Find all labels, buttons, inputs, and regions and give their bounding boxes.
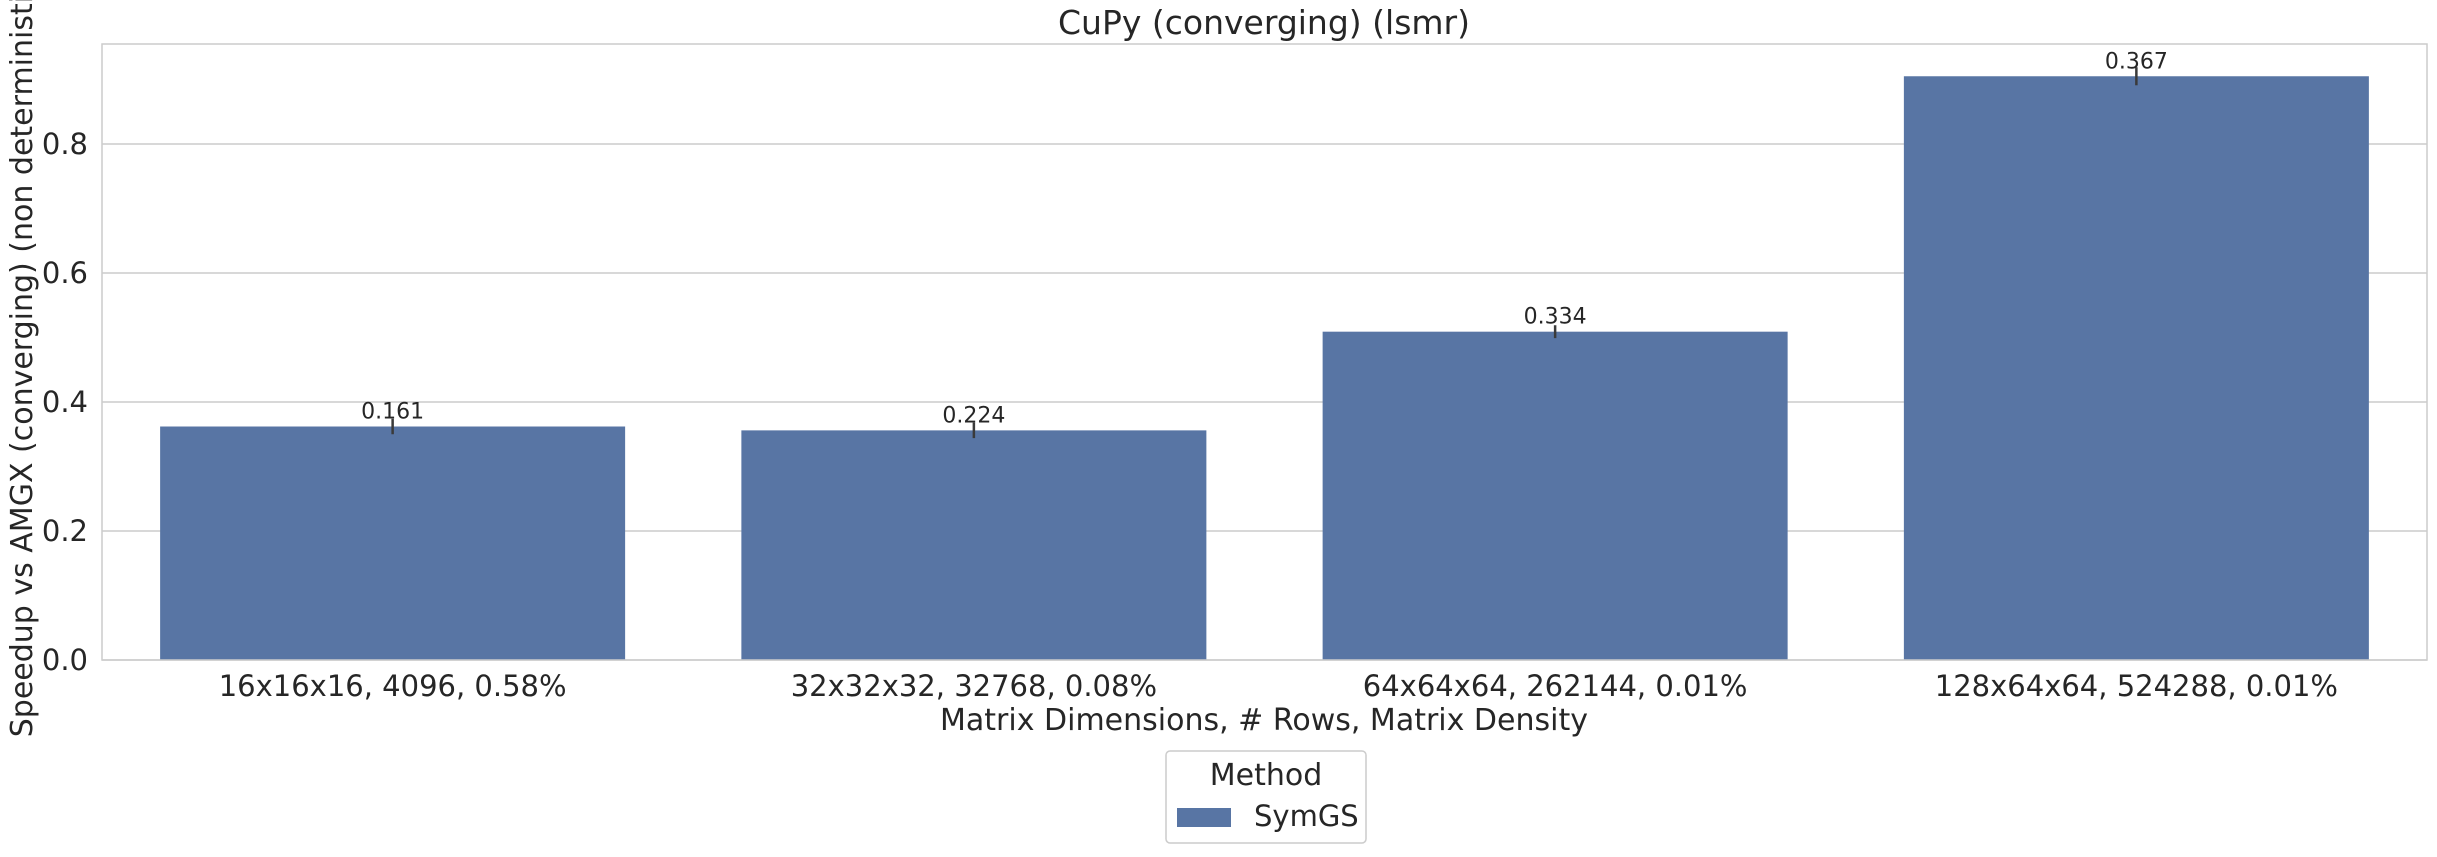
legend-swatch-symgs: [1177, 808, 1231, 827]
x-tick-label: 64x64x64, 262144, 0.01%: [1363, 669, 1748, 703]
data-label: 0.367: [2105, 49, 2168, 74]
bars: [160, 76, 2369, 660]
y-tick-labels: 0.0 0.2 0.4 0.6 0.8: [42, 127, 88, 677]
y-tick-label: 0.8: [42, 127, 88, 161]
data-label: 0.334: [1524, 305, 1587, 330]
plot-frame: [101, 43, 2428, 661]
y-tick-label: 0.6: [42, 256, 88, 290]
x-tick-label: 128x64x64, 524288, 0.01%: [1935, 669, 2338, 703]
error-bars: [391, 67, 2138, 439]
bar-symgs: [1903, 76, 2369, 660]
data-label: 0.161: [361, 400, 424, 425]
y-tick-label: 0.4: [42, 385, 88, 419]
bar-symgs: [741, 430, 1207, 660]
y-axis-label: Speedup vs AMGX (converging) (non determ…: [5, 0, 40, 737]
x-axis-label: Matrix Dimensions, # Rows, Matrix Densit…: [940, 703, 1588, 738]
bar-symgs: [160, 426, 626, 660]
data-labels: 0.161 0.224 0.334 0.367: [361, 49, 2168, 428]
x-tick-label: 32x32x32, 32768, 0.08%: [791, 669, 1157, 703]
legend-label-symgs: SymGS: [1254, 799, 1359, 833]
x-tick-label: 16x16x16, 4096, 0.58%: [219, 669, 567, 703]
y-tick-label: 0.0: [42, 643, 88, 677]
legend-title: Method: [1210, 758, 1323, 793]
x-tick-labels: 16x16x16, 4096, 0.58% 32x32x32, 32768, 0.…: [219, 669, 2338, 703]
y-tick-label: 0.2: [42, 514, 88, 548]
legend: Method SymGS: [1165, 750, 1367, 844]
bar-symgs: [1322, 331, 1788, 660]
data-label: 0.224: [942, 403, 1005, 428]
chart-title: CuPy (converging) (lsmr): [1058, 3, 1470, 42]
